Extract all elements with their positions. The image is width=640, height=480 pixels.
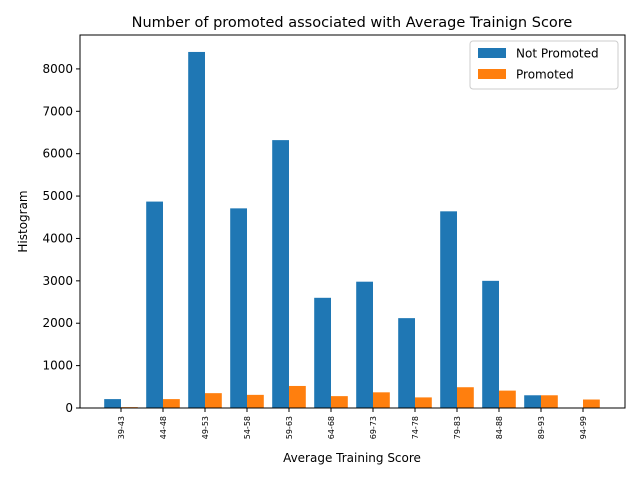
x-tick-label: 39-43 [117,416,126,439]
bar-not-promoted-79-83 [440,211,457,408]
x-tick-label: 59-63 [285,416,294,439]
x-tick-label: 94-99 [579,416,588,439]
bar-not-promoted-44-48 [146,201,163,408]
plot-frame [79,34,626,409]
legend-box [469,40,619,90]
x-axis-label: Average Training Score [283,451,421,465]
bar-promoted-79-83 [457,387,474,408]
legend-swatch [478,69,506,79]
legend-label: Not Promoted [516,47,599,61]
y-tick-label: 3000 [42,274,73,288]
bars-group [104,51,600,408]
bar-not-promoted-89-93 [524,395,541,408]
bar-not-promoted-74-78 [398,318,415,408]
bar-promoted-64-68 [331,396,348,408]
y-tick-label: 7000 [42,104,73,118]
bar-promoted-89-93 [541,395,558,408]
x-tick-label: 74-78 [411,416,420,439]
y-tick-label: 5000 [42,189,73,203]
y-axis: 0 1000 2000 3000 4000 5000 6000 7000 8000 [42,62,80,415]
bar-not-promoted-64-68 [314,297,331,408]
x-tick-label: 69-73 [369,416,378,439]
legend-label: Promoted [516,68,574,82]
x-axis: 39-43 44-48 49-53 54-58 59-63 64-68 69-73 74-78… [117,408,588,439]
x-tick-label: 79-83 [453,416,462,439]
bar-not-promoted-54-58 [230,208,247,408]
legend-swatch [478,48,506,58]
bar-not-promoted-49-53 [188,51,205,408]
bar-promoted-94-99 [583,399,600,408]
bar-promoted-84-88 [499,390,516,408]
bar-not-promoted-59-63 [272,140,289,408]
chart-title: Number of promoted associated with Avera… [132,15,573,31]
x-tick-label: 44-48 [159,416,168,439]
bar-promoted-54-58 [247,394,264,408]
y-tick-label: 4000 [42,231,73,245]
bar-promoted-59-63 [289,385,306,408]
y-tick-label: 8000 [42,62,73,76]
y-tick-label: 2000 [42,316,73,330]
x-tick-label: 89-93 [537,416,546,439]
bar-not-promoted-69-73 [356,281,373,408]
y-tick-label: 1000 [42,359,73,373]
bar-promoted-69-73 [373,392,390,408]
bar-promoted-49-53 [205,393,222,408]
y-tick-label: 0 [65,401,73,415]
x-tick-label: 54-58 [243,416,252,439]
y-tick-label: 6000 [42,147,73,161]
legend: Not Promoted Promoted [469,40,619,90]
bar-not-promoted-39-43 [104,399,121,408]
bar-not-promoted-84-88 [482,280,499,408]
x-tick-label: 84-88 [495,416,504,439]
x-tick-label: 64-68 [327,416,336,439]
y-axis-label: Histogram [16,190,30,252]
bar-promoted-74-78 [415,397,432,408]
x-tick-label: 49-53 [201,416,210,439]
bar-promoted-44-48 [163,399,180,408]
